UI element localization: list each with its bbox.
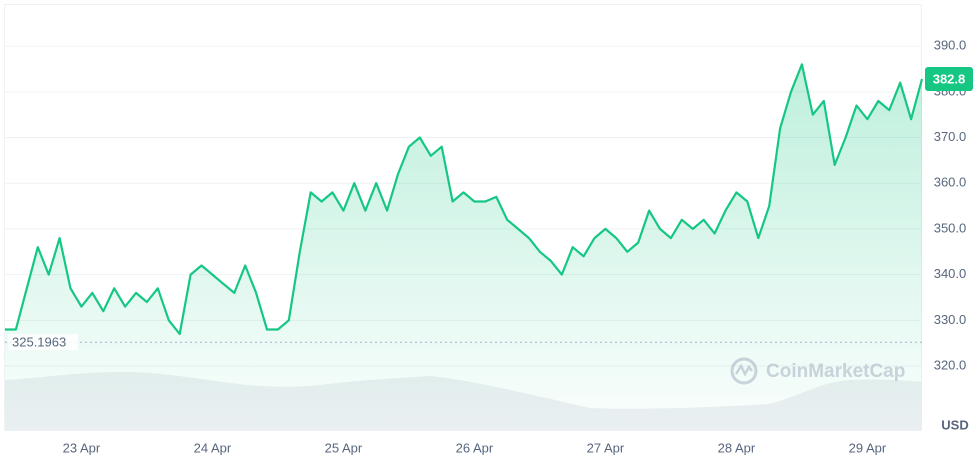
y-tick-label: 350.0 xyxy=(934,220,967,235)
x-tick-label: 26 Apr xyxy=(456,440,494,455)
reference-label: 325.1963 xyxy=(12,335,66,350)
y-tick-label: 340.0 xyxy=(934,266,967,281)
x-tick-label: 28 Apr xyxy=(718,440,756,455)
x-tick-label: 25 Apr xyxy=(325,440,363,455)
y-tick-label: 390.0 xyxy=(934,38,967,53)
price-badge xyxy=(925,67,973,92)
x-tick-label: 29 Apr xyxy=(849,440,887,455)
y-tick-label: 370.0 xyxy=(934,129,967,144)
x-tick-label: 24 Apr xyxy=(194,440,232,455)
price-area xyxy=(5,64,922,431)
y-tick-label: 330.0 xyxy=(934,312,967,327)
series xyxy=(5,63,924,431)
y-tick-label: 320.0 xyxy=(934,357,967,372)
x-tick-label: 27 Apr xyxy=(587,440,625,455)
price-line xyxy=(5,63,924,336)
x-tick-label: 23 Apr xyxy=(63,440,101,455)
watermark: CoinMarketCap xyxy=(730,357,905,385)
unit-label: USD xyxy=(941,417,968,432)
y-tick-label: 360.0 xyxy=(934,175,967,190)
reference-label-bg xyxy=(8,334,78,351)
watermark-text: CoinMarketCap xyxy=(766,361,905,382)
price-badge-label: 382.8 xyxy=(933,71,966,86)
